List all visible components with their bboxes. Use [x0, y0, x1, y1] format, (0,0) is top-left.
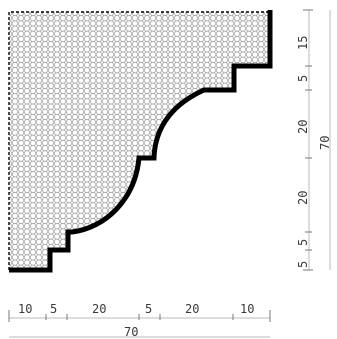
profile-outline: [9, 10, 273, 273]
profile-dashed-edges: [8, 11, 268, 270]
profile-fill: [9, 12, 270, 270]
right-dimension-chain: 15 5 20 20 5 5 70: [296, 9, 332, 271]
right-dim-label: 20: [296, 120, 310, 134]
bottom-dim-label: 20: [185, 302, 199, 316]
bottom-dim-label: 10: [240, 302, 254, 316]
right-dim-label: 5: [296, 75, 310, 82]
bottom-dim-label: 10: [18, 302, 32, 316]
bottom-dim-label: 20: [92, 302, 106, 316]
right-total-label: 70: [318, 136, 332, 150]
bottom-dim-label: 5: [145, 302, 152, 316]
right-dim-label: 20: [296, 191, 310, 205]
bottom-dimension-chain: 10 5 20 5 20 10 70: [8, 302, 271, 339]
bottom-dim-label: 5: [50, 302, 57, 316]
bottom-total-label: 70: [124, 325, 138, 339]
right-dim-label: 15: [296, 36, 310, 50]
right-dim-label: 5: [296, 239, 310, 246]
right-dim-label: 5: [296, 261, 310, 268]
